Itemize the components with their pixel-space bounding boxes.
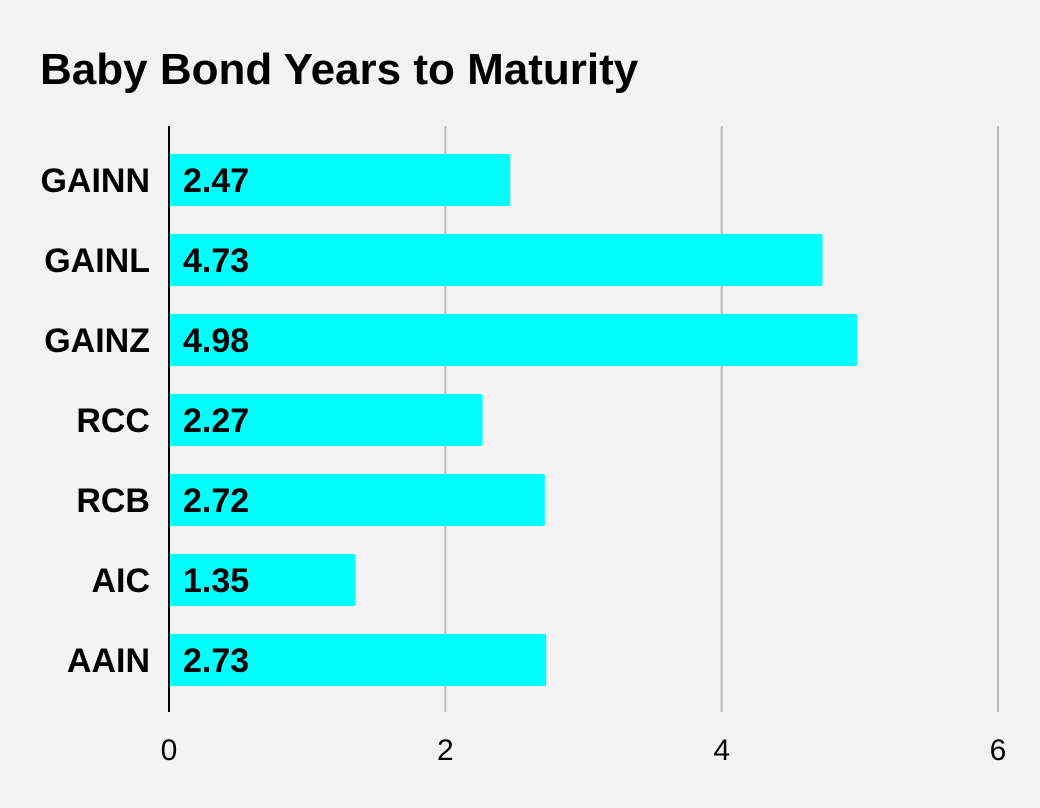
- x-tick-label: 2: [437, 734, 454, 767]
- bar-value-label: 2.47: [183, 162, 249, 200]
- chart-title: Baby Bond Years to Maturity: [40, 45, 639, 94]
- x-tick-label: 0: [161, 734, 178, 767]
- labels: 0 2 4 6 GAINN 2.47 GAINL 4.73 GAINZ 4.98 RCC 2.27 RC…: [40, 162, 1006, 767]
- bar-aic: [169, 554, 356, 606]
- bar-gainn: [169, 154, 511, 206]
- category-label: GAINN: [40, 162, 150, 200]
- bar-gainz: [169, 314, 858, 366]
- x-tick-label: 4: [713, 734, 730, 767]
- category-label: RCB: [76, 482, 150, 520]
- category-label: GAINZ: [44, 322, 150, 360]
- x-tick-label: 6: [990, 734, 1007, 767]
- bar-value-label: 2.72: [183, 482, 249, 520]
- category-label: GAINL: [44, 242, 150, 280]
- bar-value-label: 1.35: [183, 562, 249, 600]
- gridlines: [444, 126, 999, 712]
- bar-value-label: 2.27: [183, 402, 249, 440]
- category-label: RCC: [76, 402, 150, 440]
- category-label: AAIN: [67, 642, 150, 680]
- bar-aain: [169, 634, 547, 686]
- bar-value-label: 2.73: [183, 642, 249, 680]
- bar-value-label: 4.73: [183, 242, 249, 280]
- bar-rcb: [169, 474, 545, 526]
- bar-value-label: 4.98: [183, 322, 249, 360]
- category-label: AIC: [91, 562, 150, 600]
- bar-rcc: [169, 394, 483, 446]
- bar-gainl: [169, 234, 823, 286]
- bars: [169, 154, 858, 686]
